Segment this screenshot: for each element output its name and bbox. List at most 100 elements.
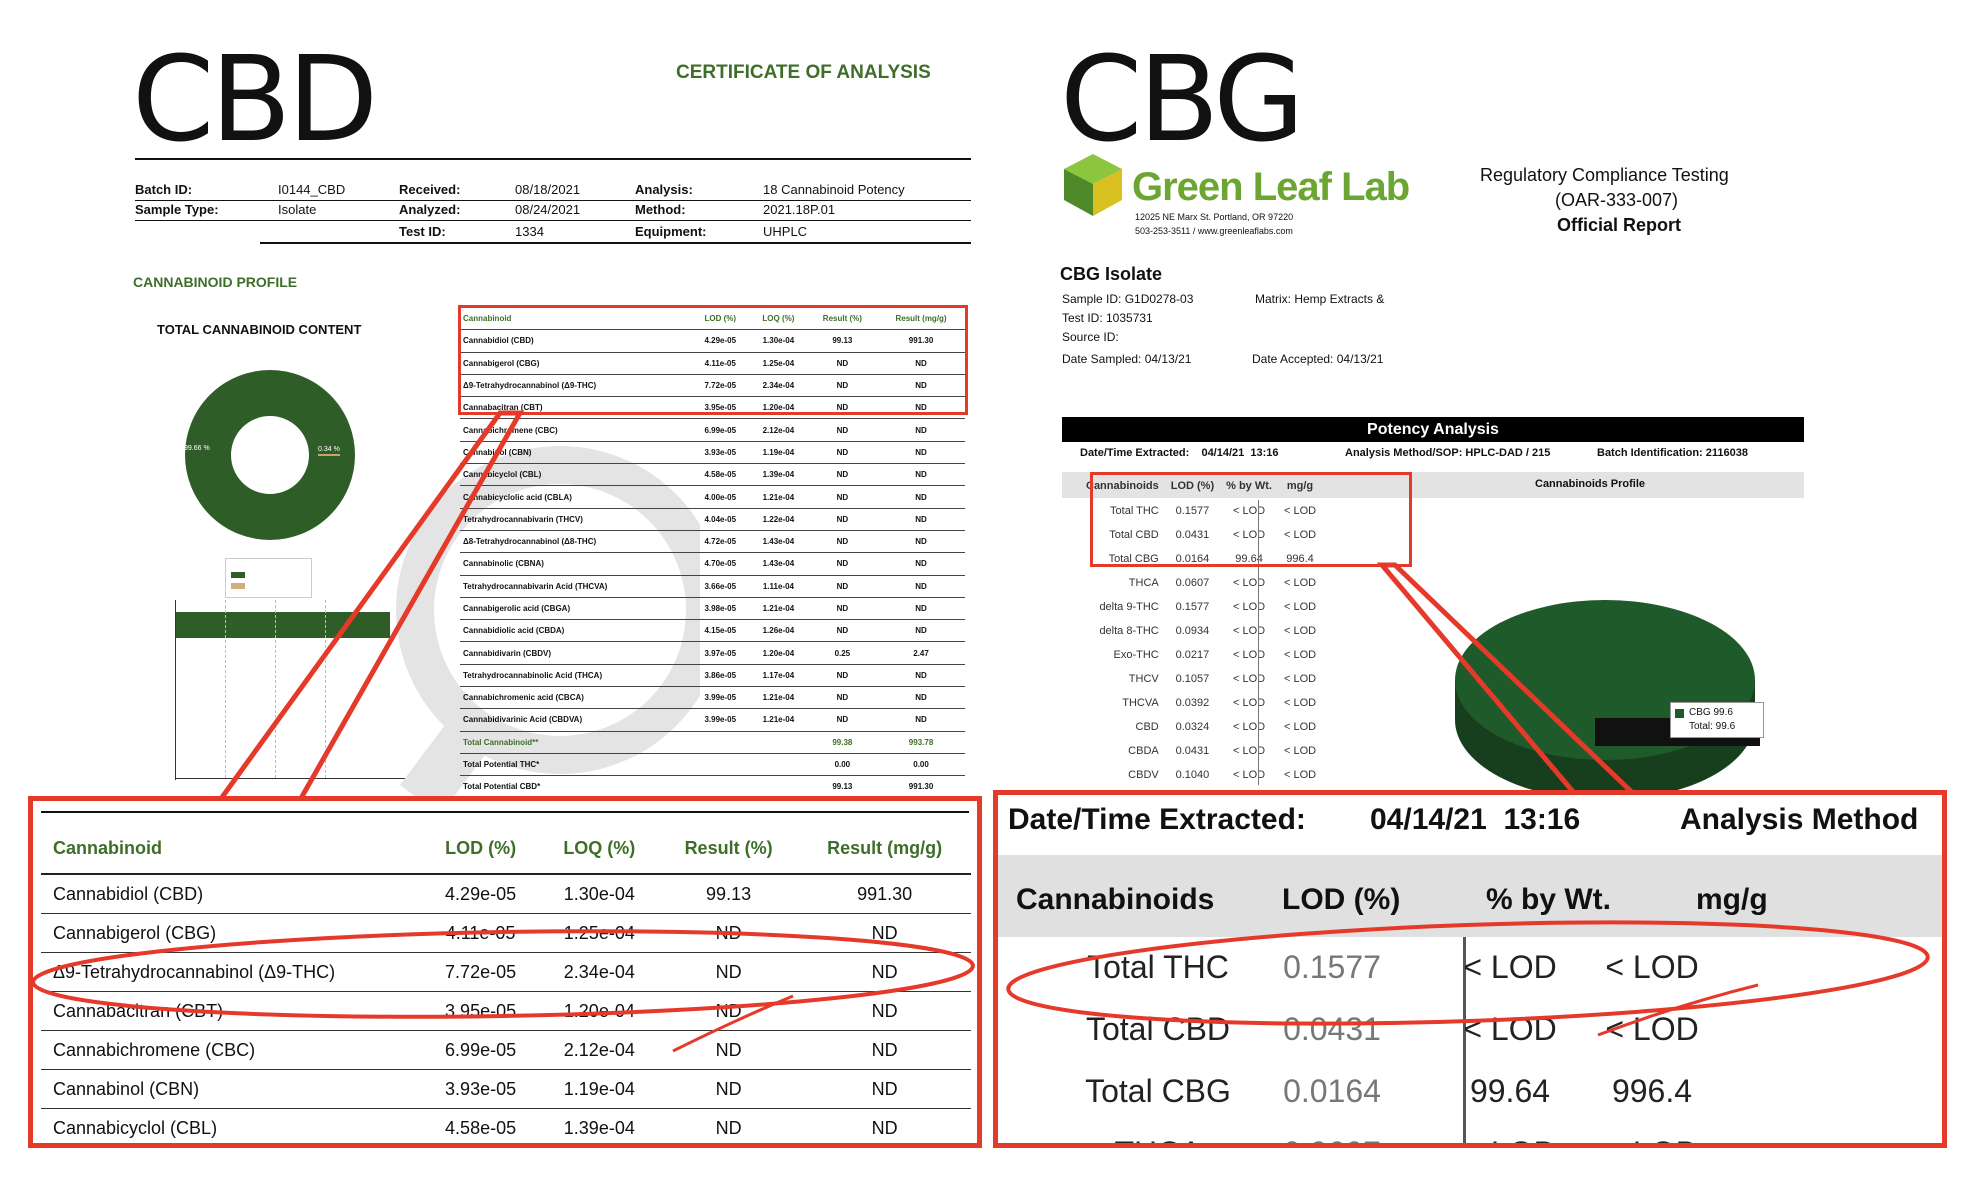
potency-cell: Total THC (1110, 505, 1159, 517)
table-cell: ND (807, 352, 878, 375)
compliance-title-3: Official Report (1557, 215, 1682, 235)
zoom-col-result-pct: Result (%) (658, 823, 799, 875)
table-cell: ND (877, 686, 965, 710)
potency-cell: < LOD (1232, 529, 1266, 541)
table-cell: ND (877, 597, 965, 621)
table-row: Cannabidiolic acid (CBDA) 4.15e-05 1.26e-0… (460, 619, 965, 643)
potency-row: THCV 0.1057 < LOD < LOD (1080, 667, 1322, 691)
zoom-potency-cell: 0.1577 (1283, 949, 1381, 985)
potency-cell: CBDV (1128, 769, 1159, 781)
potency-row: CBDA 0.0431 < LOD < LOD (1080, 739, 1322, 763)
potency-row: delta 8-THC 0.0934 < LOD < LOD (1080, 619, 1322, 643)
potency-cell: < LOD (1283, 697, 1317, 709)
sample-type-label: Sample Type: (135, 202, 219, 217)
table-cell: 3.86e-05 (691, 664, 750, 688)
table-row: Cannabidivarinic Acid (CBDVA) 3.99e-05 1.2… (460, 708, 965, 732)
potency-row: Total THC 0.1577 < LOD < LOD (1080, 499, 1322, 523)
zoom-col-cannabinoids: Cannabinoids (1016, 883, 1215, 916)
potency-cell: 996.4 (1286, 553, 1314, 565)
compliance-title-2: (OAR-333-007) (1555, 190, 1679, 210)
table-row: Δ8-Tetrahydrocannabinol (Δ8-THC) 4.72e-05… (460, 530, 965, 554)
equipment-label: Equipment: (635, 224, 707, 239)
table-cell: ND (807, 530, 878, 554)
table-row: Cannabichromene (CBC) 6.99e-05 2.12e-04 ND N… (460, 418, 965, 442)
total-cannabinoid-pct: 99.38 (807, 731, 878, 754)
zoom-table-row: Cannabidiol (CBD) 4.29e-05 1.30e-04 99.13 99… (41, 874, 971, 914)
cannabinoids-profile-heading: Cannabinoids Profile (1535, 478, 1646, 490)
table-cell: ND (807, 597, 878, 621)
potency-cell: < LOD (1232, 769, 1266, 781)
zoom-table-cell: 4.58e-05 (421, 1108, 540, 1143)
table-cell: 1.43e-04 (749, 552, 808, 576)
table-cell: ND (877, 530, 965, 554)
donut-left-label: 99.66 % (184, 445, 210, 452)
zoom-table-row: Cannabicyclol (CBL) 4.58e-05 1.39e-04 ND ND (41, 1108, 971, 1143)
table-cell: ND (877, 374, 965, 398)
table-cell: Cannabidivarinic Acid (CBDVA) (460, 708, 692, 732)
zoom-potency-cell: 0.0164 (1283, 1073, 1381, 1109)
table-cell: Cannabinolic (CBNA) (460, 552, 692, 576)
table-row: Cannabidivarin (CBDV) 3.97e-05 1.20e-04 0.2… (460, 641, 965, 665)
table-cell: ND (877, 708, 965, 732)
zoom-potency-row: Total CBG 0.0164 99.64 996.4 (998, 1061, 1942, 1123)
legend-total: Total: 99.6 (1689, 721, 1736, 732)
table-cell: ND (877, 352, 965, 375)
table-cell: 99.13 (807, 329, 878, 353)
green-leaf-lab-logo-icon (1064, 154, 1122, 216)
donut-right-label: 0.34 % (318, 446, 340, 453)
total-thc-pct: 0.00 (807, 753, 878, 777)
zoom-table-cell: 3.95e-05 (421, 991, 540, 1031)
table-cell: ND (877, 575, 965, 598)
table-cell: Cannabidiol (CBD) (460, 329, 692, 353)
cbg-title: CBG (1060, 30, 1305, 168)
table-cell: ND (877, 619, 965, 643)
highlight-box-small-left (458, 305, 968, 415)
table-cell: ND (807, 664, 878, 688)
table-cell: ND (807, 508, 878, 531)
table-cell: 4.72e-05 (691, 530, 750, 554)
potency-cell: < LOD (1283, 529, 1317, 541)
zoom-col-cannabinoid: Cannabinoid (41, 823, 422, 875)
zoom-table-cell: ND (658, 1108, 799, 1143)
col-pct-wt: % by Wt. (1226, 480, 1272, 492)
table-cell: 2.47 (877, 641, 965, 665)
zoom-extracted-value: 04/14/21 13:16 (1370, 803, 1581, 836)
analyzed-label: Analyzed: (399, 202, 461, 217)
zoom-potency-cell: < LOD (1463, 949, 1557, 985)
potency-cell: < LOD (1232, 697, 1266, 709)
table-cell: ND (807, 463, 878, 487)
table-cell: 1.17e-04 (749, 664, 808, 688)
table-cell: 4.04e-05 (691, 508, 750, 531)
potency-cell: < LOD (1232, 505, 1266, 517)
table-row: Cannabigerolic acid (CBGA) 3.98e-05 1.21e-… (460, 597, 965, 621)
table-cell: 3.66e-05 (691, 575, 750, 598)
zoom-table-cell: Cannabigerol (CBG) (41, 913, 422, 953)
col-lod: LOD (%) (691, 308, 750, 331)
table-cell: 3.99e-05 (691, 708, 750, 732)
table-cell: 3.97e-05 (691, 641, 750, 665)
zoom-table-cell: 4.29e-05 (421, 874, 540, 914)
zoom-table-row: Cannabinol (CBN) 3.93e-05 1.19e-04 ND ND (41, 1069, 971, 1109)
test-id: Test ID: 1035731 (1062, 311, 1153, 325)
zoom-table-cell: 991.30 (798, 874, 971, 914)
potency-cell: Exo-THC (1113, 649, 1159, 661)
potency-cell: 0.1057 (1175, 673, 1210, 685)
table-cell: Cannabigerol (CBG) (460, 352, 692, 375)
table-row: Δ9-Tetrahydrocannabinol (Δ9-THC) 7.72e-05… (460, 374, 965, 398)
zoom-table-row: Cannabichromene (CBC) 6.99e-05 2.12e-04 ND N… (41, 1030, 971, 1070)
zoom-table-cell: ND (658, 952, 799, 992)
potency-cell: < LOD (1232, 601, 1266, 613)
cbd-title: CBD (132, 30, 378, 168)
zoom-table-cell: 2.12e-04 (539, 1030, 659, 1070)
table-cell: ND (877, 485, 965, 509)
table-cell: 1.21e-04 (749, 686, 808, 710)
table-cell: ND (807, 708, 878, 732)
table-cell: 1.19e-04 (749, 441, 808, 465)
received-value: 08/18/2021 (515, 182, 581, 197)
table-cell: 7.72e-05 (691, 374, 750, 398)
potency-cell: < LOD (1232, 577, 1266, 589)
cannabinoid-table: Cannabinoid LOD (%) LOQ (%) Result (%) R… (460, 308, 965, 799)
table-cell: 6.99e-05 (691, 418, 750, 442)
zoom-potency-cell: < LOD (1552, 1135, 1752, 1143)
potency-cell: 99.64 (1235, 553, 1263, 565)
